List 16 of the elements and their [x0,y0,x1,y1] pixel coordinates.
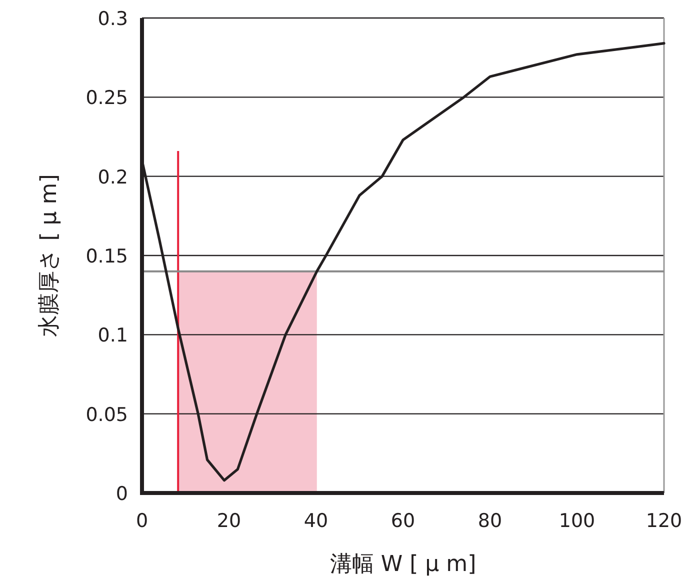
x-tick-label: 100 [558,510,596,532]
y-tick-label: 0.25 [86,87,128,110]
y-tick-label: 0.3 [98,8,128,30]
x-tick-label: 40 [304,510,328,532]
x-tick-label: 60 [390,510,416,532]
x-tick-label: 120 [646,510,682,532]
x-tick-label: 80 [478,510,502,532]
x-tick-label: 0 [136,510,148,532]
y-tick-label: 0.05 [86,404,128,426]
y-tick-label: 0 [116,483,128,505]
y-tick-label: 0.1 [98,324,128,347]
y-axis-title: 水膜厚さ [ μ m] [37,174,62,337]
x-axis-title: 溝幅 W [ μ m] [330,552,476,577]
y-tick-label: 0.15 [86,246,128,268]
y-tick-label: 0.2 [98,166,128,188]
x-tick-label: 20 [216,510,242,532]
